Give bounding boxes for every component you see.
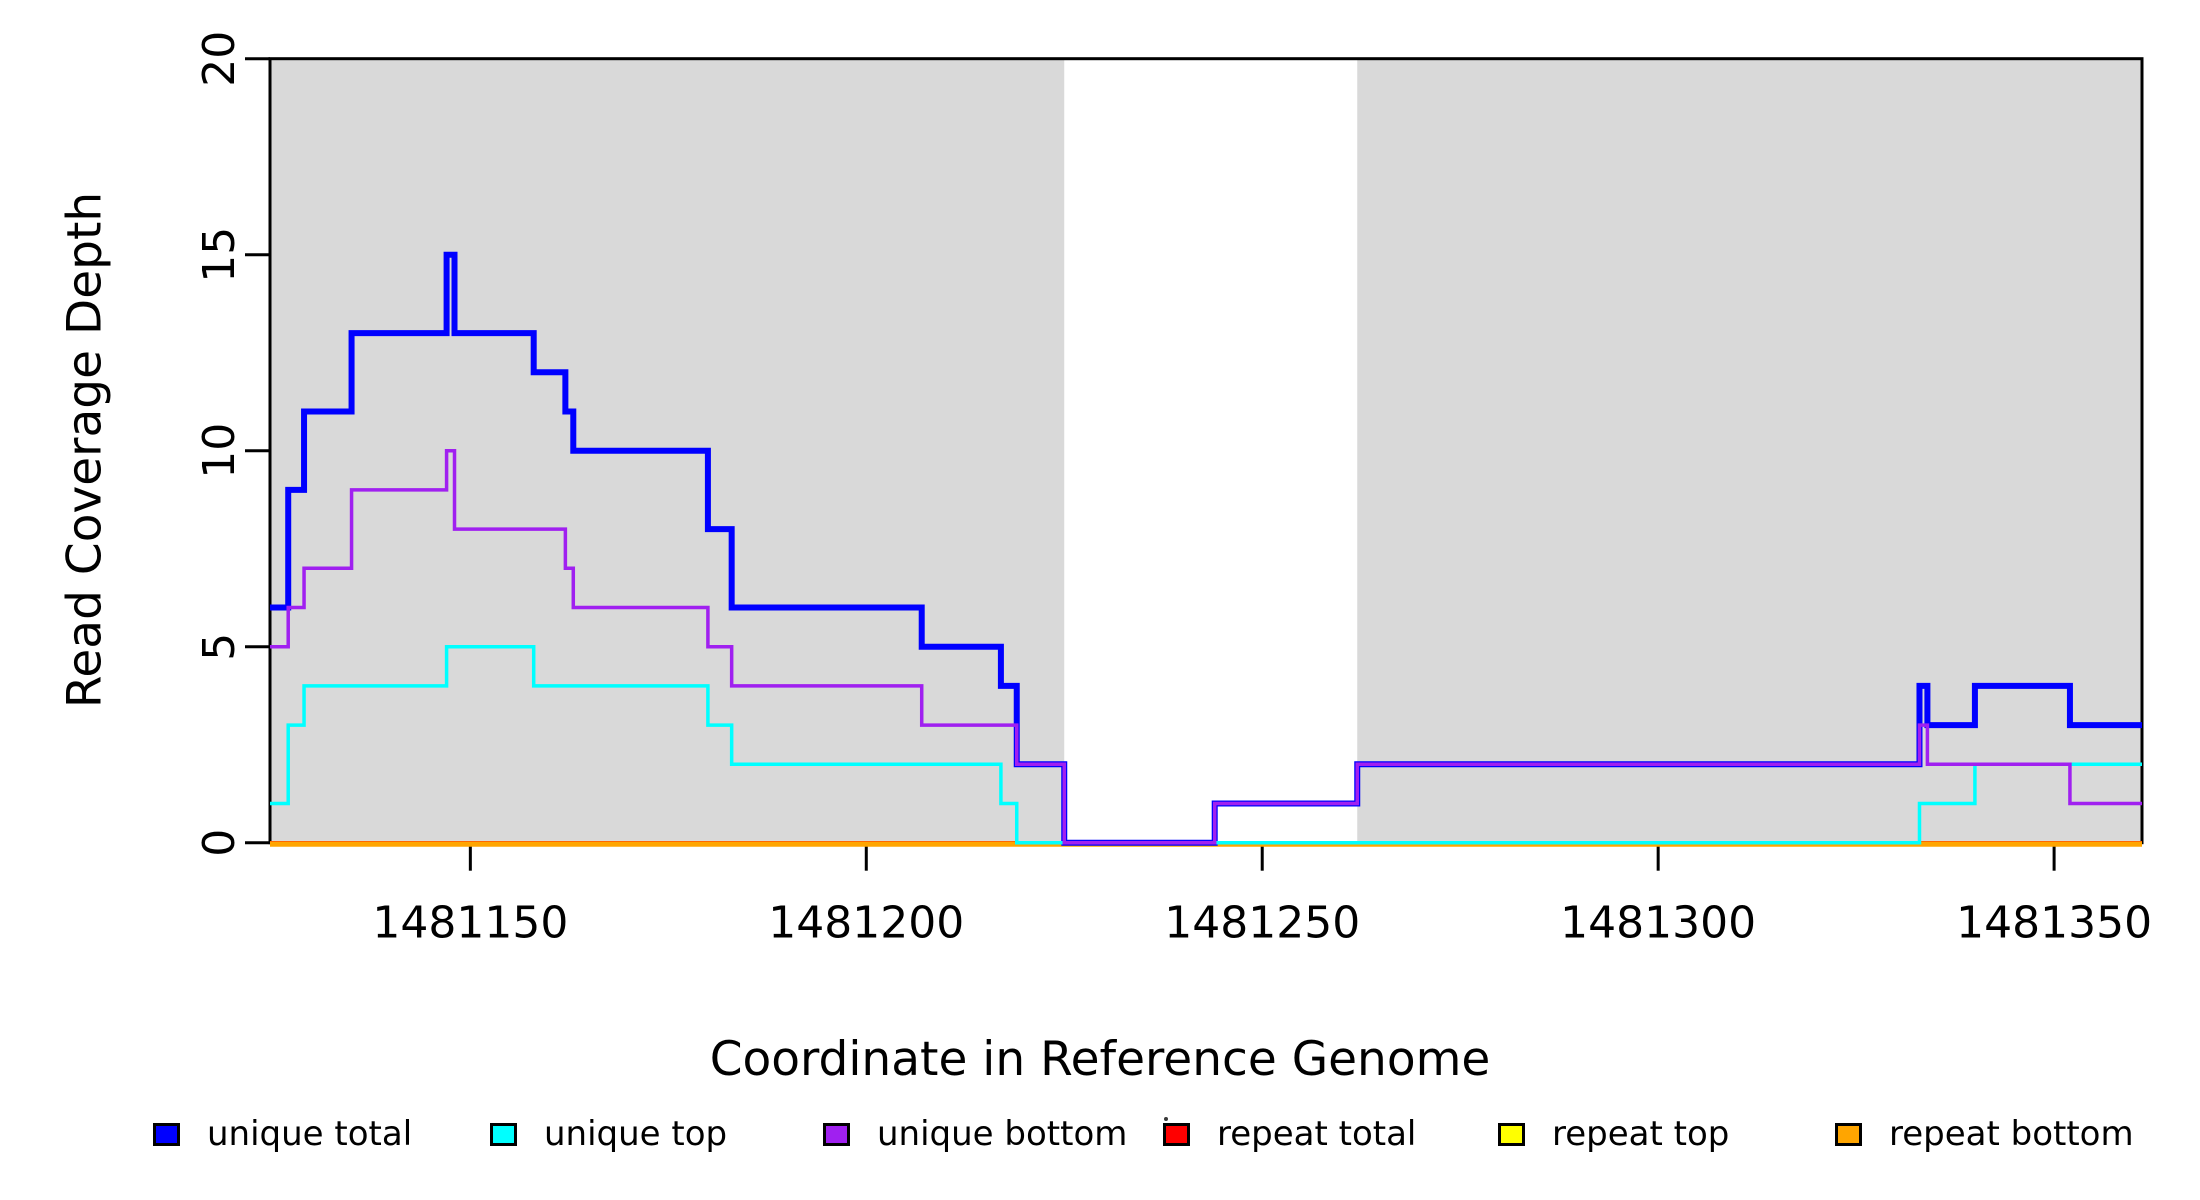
y-tick-label: 10 [194, 423, 245, 479]
x-tick-label: 1481300 [1560, 898, 1756, 949]
y-tick-label: 0 [194, 829, 245, 857]
y-tick-label: 20 [194, 31, 245, 87]
x-tick-label: 1481350 [1956, 898, 2152, 949]
y-tick-label: 5 [194, 633, 245, 661]
shaded-region [1357, 58, 2142, 843]
y-tick-label: 15 [194, 227, 245, 283]
series-line-unique-top [270, 644, 2142, 845]
stray-dot-artifact [1164, 1117, 1168, 1121]
series-line-unique-bottom [270, 448, 2142, 845]
series-line-unique-total [270, 251, 2142, 846]
x-tick-label: 1481150 [372, 898, 568, 949]
x-tick-label: 1481200 [768, 898, 964, 949]
y-axis-title: Read Coverage Depth [57, 191, 113, 709]
x-tick-label: 1481250 [1164, 898, 1360, 949]
x-axis-title: Coordinate in Reference Genome [709, 1032, 1491, 1087]
